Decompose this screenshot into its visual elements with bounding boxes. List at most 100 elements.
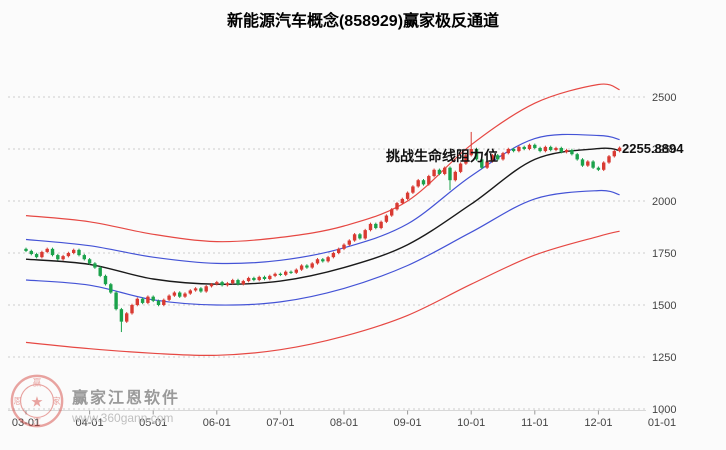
candle-body <box>527 144 532 149</box>
candle-body <box>363 230 367 239</box>
candle-body <box>549 146 553 151</box>
candle <box>607 155 611 164</box>
candle-body <box>596 167 601 170</box>
y-axis-label: 2250 <box>652 144 676 156</box>
candle <box>411 185 415 194</box>
candle <box>602 161 606 172</box>
candle-body <box>448 167 452 181</box>
x-axis-label: 10-01 <box>457 417 485 429</box>
channel-lines <box>25 83 620 357</box>
x-axis-label: 06-01 <box>203 417 231 429</box>
candle-body <box>416 180 420 187</box>
candle <box>326 255 330 263</box>
candle <box>236 278 240 286</box>
candle <box>538 146 542 153</box>
candle <box>501 151 505 161</box>
candle <box>305 264 309 269</box>
candle-body <box>50 248 55 256</box>
candle <box>50 247 55 257</box>
candle-body <box>66 253 71 257</box>
candle-body <box>188 290 192 294</box>
svg-text:★: ★ <box>31 395 43 409</box>
candle <box>358 233 362 240</box>
candle <box>310 262 314 269</box>
candle <box>511 147 516 153</box>
candle <box>34 252 39 259</box>
y-axis-label: 1250 <box>652 352 676 364</box>
candle <box>146 295 150 305</box>
candle <box>140 297 145 305</box>
candle-body <box>496 155 500 160</box>
x-axis-label: 05-01 <box>139 417 167 429</box>
candle-body <box>612 151 616 157</box>
candle <box>437 168 442 176</box>
candle <box>98 266 102 278</box>
candle-body <box>591 161 595 168</box>
candle <box>45 247 49 254</box>
candle-body <box>517 146 521 152</box>
candle <box>575 152 579 161</box>
candle <box>273 272 277 278</box>
candle-body <box>162 299 166 305</box>
candle <box>400 197 404 205</box>
x-axis-label: 03-01 <box>12 417 40 429</box>
candle-body <box>215 282 219 285</box>
candle <box>130 303 134 315</box>
candle-body <box>77 249 81 256</box>
candle-body <box>321 259 325 262</box>
candle <box>294 268 298 275</box>
candle <box>395 201 399 211</box>
candle-body <box>103 275 108 285</box>
y-axis-label: 2500 <box>652 92 676 104</box>
candle-body <box>501 153 505 160</box>
candle-body <box>109 284 113 293</box>
candle <box>109 282 113 294</box>
watermark-seal-icon: 赢 家 江 恩 ★ <box>10 374 64 428</box>
watermark-text: 赢家江恩软件 www.360gann.com <box>72 372 180 425</box>
candle-body <box>204 286 208 292</box>
candle <box>262 275 267 281</box>
candle <box>82 253 86 261</box>
candle-body <box>326 257 330 262</box>
candle <box>119 307 124 333</box>
channel-line-red_lower <box>25 230 620 357</box>
candle-body <box>443 167 447 174</box>
candle <box>617 146 622 153</box>
candle <box>554 146 558 152</box>
candle-body <box>506 149 510 154</box>
candle <box>215 280 219 286</box>
candle-body <box>310 263 314 268</box>
candle-body <box>538 147 542 152</box>
candle-body <box>130 305 134 314</box>
candle <box>103 274 108 286</box>
candle-body <box>411 186 415 193</box>
candle-body <box>72 249 76 253</box>
candle <box>114 291 118 311</box>
candle <box>87 257 92 265</box>
candle <box>61 254 65 261</box>
candle <box>570 148 574 156</box>
candle-body <box>602 162 606 170</box>
candle <box>612 149 616 158</box>
candle <box>156 299 161 307</box>
candle <box>225 281 230 287</box>
candle-body <box>342 244 346 249</box>
y-axis-label: 2000 <box>652 196 676 208</box>
candle-body <box>427 176 431 185</box>
candle-body <box>268 275 272 279</box>
candle <box>183 292 187 298</box>
candle <box>374 222 378 230</box>
candle <box>268 274 272 281</box>
candle <box>496 153 500 161</box>
candle <box>72 248 76 255</box>
candle-body <box>262 276 267 279</box>
candle <box>405 191 410 201</box>
candle <box>188 289 192 295</box>
candle-body <box>453 171 457 181</box>
x-axis-label: 12-01 <box>584 417 612 429</box>
candle-body <box>490 155 495 162</box>
candle <box>379 220 383 230</box>
candle <box>480 158 484 169</box>
candle <box>559 146 563 154</box>
